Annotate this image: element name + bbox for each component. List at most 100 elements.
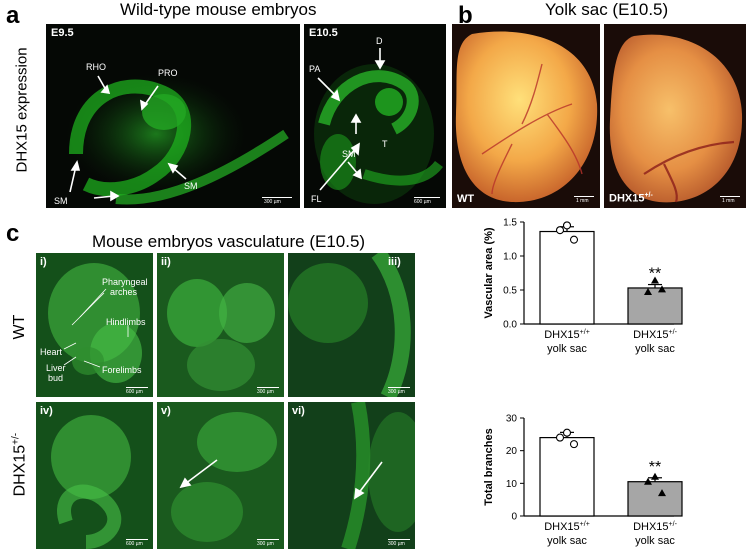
scale-bar-c3: [388, 387, 410, 388]
label-pa: PA: [309, 64, 321, 74]
category-label-line2: yolk sac: [635, 343, 675, 355]
y-axis-label: Total branches: [483, 428, 495, 505]
vasculature-vi-illustration: [288, 402, 415, 549]
tag-v: v): [161, 405, 171, 417]
yolk-sac-wt-image: WT 1 mm: [452, 24, 600, 208]
chart-vascular-area: 0.0 0.5 1.0 1.5 Vascular area (%) DHX15+/+ yol…: [483, 218, 683, 355]
arrow-vi: [354, 461, 383, 500]
category-label-line2: yolk sac: [547, 343, 587, 355]
label-pro: PRO: [158, 68, 178, 78]
scale-bar-c5: [257, 539, 279, 540]
data-point: [569, 440, 579, 449]
category-label: DHX15+/+: [544, 329, 590, 341]
scale-bar-c1: [126, 387, 148, 388]
arrows-e10-5: [317, 48, 386, 191]
yolk-sac-dhx15-label: DHX15+/-: [609, 192, 653, 205]
scale-bar-c2: [257, 387, 279, 388]
scale-text-b2: 1 mm: [722, 198, 735, 204]
y-tick-label: 20: [506, 446, 518, 457]
scale-bar-c4: [126, 539, 148, 540]
arrows-e9-5: [69, 75, 187, 202]
micrograph-e9-5: E9.5 RHO PRO SM SM 300 µm: [46, 24, 300, 208]
scale-text-a1: 300 µm: [264, 199, 281, 205]
label-sm-right: SM: [184, 181, 198, 191]
category-label: DHX15+/-: [633, 521, 678, 533]
annot-heart: Heart: [40, 347, 63, 357]
significance-label: **: [649, 459, 661, 476]
scale-text-c2: 300 µm: [257, 389, 274, 395]
embryo-e10-5-illustration: [314, 64, 443, 204]
panel-letter-c: c: [6, 220, 20, 247]
yolk-sac-dhx15-illustration: [609, 34, 743, 203]
label-sm-left: SM: [54, 196, 68, 206]
annotation-lines-i: [63, 288, 129, 368]
scale-bar-b1: [574, 196, 594, 197]
y-tick-label: 0.5: [503, 286, 517, 297]
tag-i: i): [40, 256, 47, 268]
vasculature-iii-illustration: [288, 253, 415, 397]
vasculature-image-ii: ii) 300 µm: [157, 253, 284, 397]
annot-liver: Liver: [46, 363, 66, 373]
y-tick-label: 1.0: [503, 252, 517, 263]
data-point: [569, 235, 579, 244]
data-point: [644, 288, 652, 296]
scale-text-c6: 300 µm: [388, 541, 405, 547]
scale-bar-a1: [262, 197, 292, 198]
chart-total-branches: 0 10 20 30 Total branches DHX15+/+ yolk sac ** D…: [483, 414, 683, 547]
category-label: DHX15+/-: [633, 329, 678, 341]
category-label: DHX15+/+: [544, 521, 590, 533]
y-tick-label: 0: [511, 512, 517, 523]
scale-text-c1: 600 µm: [126, 389, 143, 395]
category-label-line2: yolk sac: [635, 535, 675, 547]
label-d: D: [376, 36, 383, 46]
scale-text-c5: 300 µm: [257, 541, 274, 547]
scale-bar-a2: [414, 197, 440, 198]
tag-ii: ii): [161, 256, 171, 268]
scale-text-c4: 600 µm: [126, 541, 143, 547]
annot-hindlimbs: Hindlimbs: [106, 317, 146, 327]
y-tick-label: 0.0: [503, 320, 517, 331]
panel-b-title: Yolk sac (E10.5): [545, 0, 669, 19]
stage-label-e10-5: E10.5: [309, 27, 338, 39]
yolk-sac-wt-illustration: [455, 31, 598, 203]
scale-text-c3: 300 µm: [388, 389, 405, 395]
data-point: [555, 433, 565, 442]
vasculature-image-v: v) 300 µm: [157, 402, 284, 549]
category-label-line2: yolk sac: [547, 535, 587, 547]
significance-label: **: [649, 266, 661, 283]
tag-iv: iv): [40, 405, 53, 417]
data-point: [555, 226, 565, 235]
panel-c-title: Mouse embryos vasculature (E10.5): [92, 232, 366, 251]
bar: [627, 481, 683, 517]
vasculature-iv-illustration: [36, 402, 153, 549]
vasculature-image-iv: iv) 600 µm: [36, 402, 153, 549]
label-t: T: [382, 139, 388, 149]
y-tick-label: 10: [506, 479, 518, 490]
scale-text-a2: 600 µm: [414, 199, 431, 205]
bar: [627, 287, 683, 325]
stage-label-e9-5: E9.5: [51, 27, 74, 39]
y-axis-label: Vascular area (%): [483, 227, 495, 318]
scale-bar-b2: [720, 196, 740, 197]
bar: [539, 436, 595, 517]
bar: [539, 230, 595, 325]
y-tick-label: 30: [506, 414, 518, 425]
arrow-v: [179, 459, 218, 489]
scale-bar-c6: [388, 539, 410, 540]
label-rho: RHO: [86, 62, 106, 72]
vasculature-image-iii: iii) 300 µm: [288, 253, 415, 397]
vasculature-image-vi: vi) 300 µm: [288, 402, 415, 549]
vasculature-image-i: i) Pharyngeal arches Hindlimbs Heart Liv…: [36, 253, 153, 397]
tag-vi: vi): [292, 405, 305, 417]
annot-bud: bud: [48, 373, 64, 383]
y-tick-label: 1.5: [503, 218, 517, 229]
vasculature-ii-illustration: [157, 253, 284, 397]
data-point: [651, 276, 659, 284]
data-point: [562, 221, 572, 230]
data-point: [658, 285, 666, 293]
vasculature-i-illustration: [36, 253, 153, 397]
scale-text-b1: 1 mm: [576, 198, 589, 204]
label-sm: SM: [342, 149, 356, 159]
micrograph-e10-5: E10.5 D PA T SM FL 600 µm: [304, 24, 446, 208]
panel-letter-a: a: [6, 2, 20, 29]
